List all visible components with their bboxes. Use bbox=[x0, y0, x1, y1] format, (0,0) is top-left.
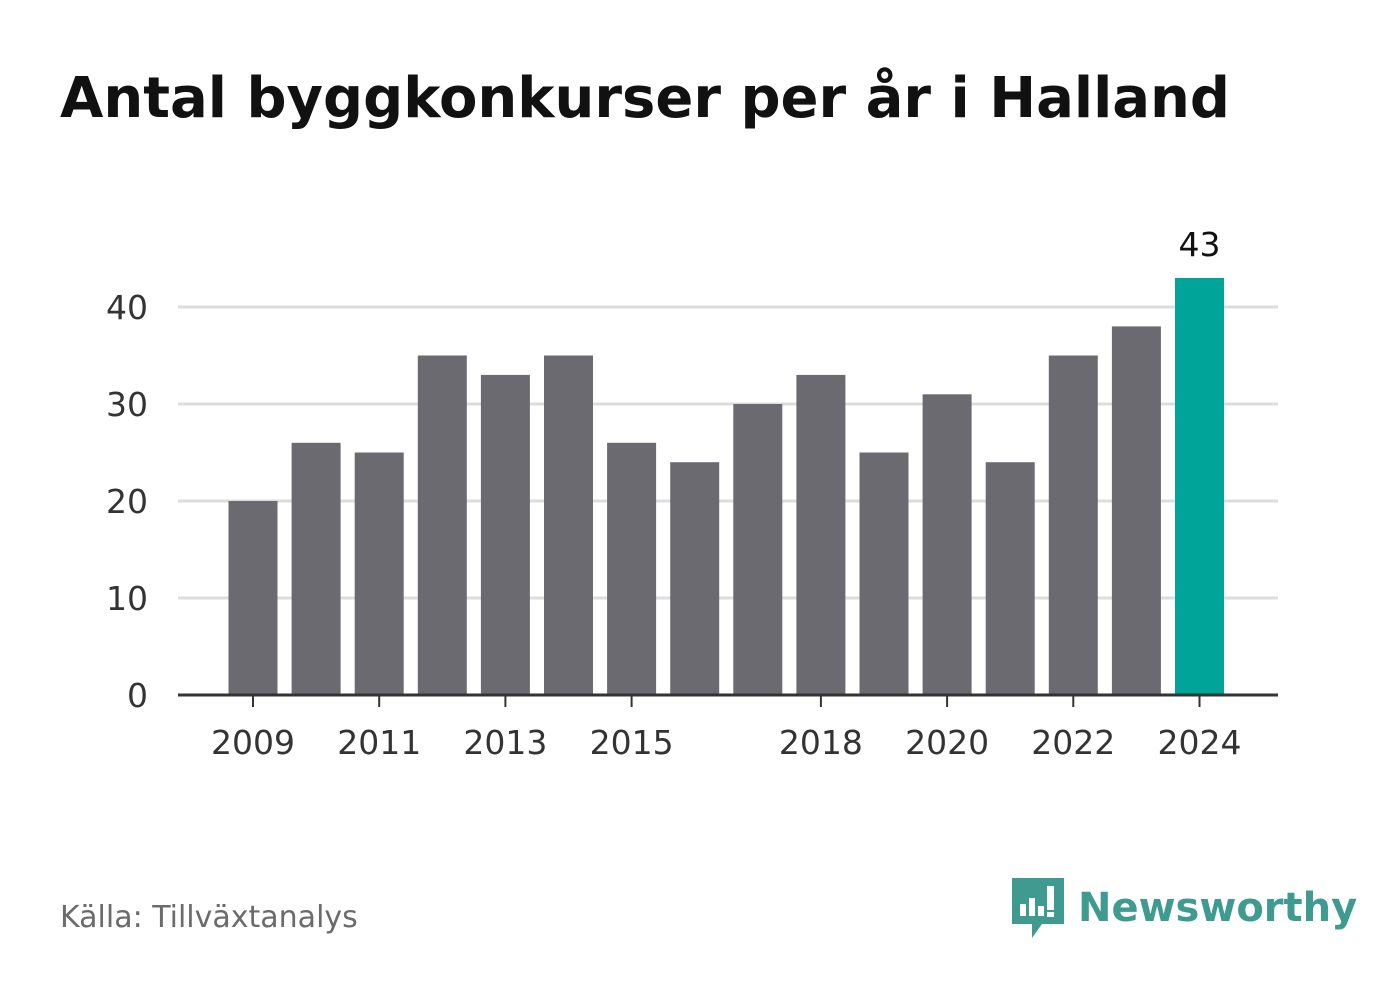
bar-2010 bbox=[291, 442, 341, 695]
brand-name: Newsworthy bbox=[1078, 885, 1358, 931]
bar-2009 bbox=[228, 501, 278, 695]
bar-2016 bbox=[670, 462, 720, 695]
brand: Newsworthy bbox=[1012, 878, 1357, 938]
bar-2019 bbox=[859, 452, 909, 695]
data-labels: 43 bbox=[1179, 225, 1221, 264]
x-tick-label: 2024 bbox=[1158, 723, 1242, 762]
bar-2014 bbox=[544, 355, 593, 695]
bar-2024 bbox=[1175, 277, 1224, 695]
source-note: Källa: Tillväxtanalys bbox=[60, 900, 358, 935]
x-tick-label: 2013 bbox=[463, 723, 547, 762]
y-tick-label: 10 bbox=[106, 579, 148, 618]
data-label: 43 bbox=[1179, 225, 1221, 264]
bar-2023 bbox=[1111, 326, 1161, 695]
x-tick-label: 2015 bbox=[590, 723, 674, 762]
x-tick-label: 2011 bbox=[337, 723, 421, 762]
y-tick-label: 20 bbox=[106, 482, 148, 521]
bar-2018 bbox=[796, 374, 846, 695]
bar-2020 bbox=[922, 394, 972, 695]
bar-2011 bbox=[354, 452, 404, 695]
bar-2021 bbox=[985, 462, 1035, 695]
bar-2022 bbox=[1048, 355, 1098, 695]
bar-2015 bbox=[607, 442, 657, 695]
bar-2017 bbox=[733, 404, 783, 695]
x-axis: 2009 2011 2013 2015 2018 2020 2022 2024 bbox=[178, 693, 1278, 762]
y-tick-label: 0 bbox=[127, 676, 148, 715]
bar-2012 bbox=[417, 355, 467, 695]
newsworthy-logo-icon bbox=[1012, 878, 1064, 938]
x-tick-label: 2009 bbox=[211, 723, 295, 762]
y-tick-label: 30 bbox=[106, 385, 148, 424]
y-tick-label: 40 bbox=[106, 288, 148, 327]
bars bbox=[228, 277, 1224, 695]
x-tick-label: 2018 bbox=[779, 723, 863, 762]
x-tick-label: 2020 bbox=[905, 723, 989, 762]
y-axis: 0 10 20 30 40 bbox=[106, 288, 148, 715]
x-tick-label: 2022 bbox=[1031, 723, 1115, 762]
bar-2013 bbox=[480, 374, 530, 695]
chart-title: Antal byggkonkurser per år i Halland bbox=[60, 66, 1231, 131]
